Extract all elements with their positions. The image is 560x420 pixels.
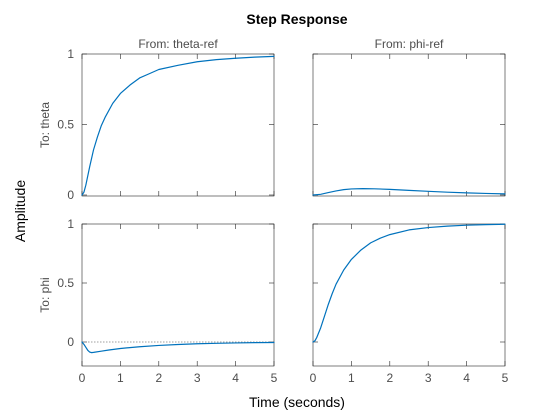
x-tick-label: 5 <box>271 371 278 385</box>
output-label: To: theta <box>38 102 52 148</box>
input-label: From: phi-ref <box>375 37 444 51</box>
x-tick-label: 4 <box>463 371 470 385</box>
figure-title: Step Response <box>246 11 347 27</box>
x-tick-label: 2 <box>155 371 162 385</box>
step-response-line <box>81 55 275 196</box>
x-tick-label: 2 <box>386 371 393 385</box>
y-tick-label: 0.5 <box>57 276 74 290</box>
step-response-line <box>81 341 275 354</box>
y-tick-label: 1 <box>67 217 74 231</box>
step-response-line <box>312 188 506 196</box>
y-tick-label: 0.5 <box>57 118 74 132</box>
axes-box <box>312 223 506 367</box>
input-label: From: theta-ref <box>138 37 218 51</box>
x-tick-label: 4 <box>232 371 239 385</box>
subplot-grid: 0 0.5 1 From: theta-ref To: theta From: phi-r… <box>38 37 509 385</box>
subplot-r2c2: 0 1 2 3 4 5 <box>310 223 509 385</box>
y-tick-label: 0 <box>67 335 74 349</box>
output-label: To: phi <box>38 277 52 312</box>
y-tick-label: 0 <box>67 188 74 202</box>
x-tick-label: 0 <box>310 371 317 385</box>
y-tick-label: 1 <box>67 47 74 61</box>
x-tick-label: 3 <box>425 371 432 385</box>
subplot-r2c1: 0 0.5 1 0 1 2 3 4 5 To: phi <box>38 217 278 385</box>
x-tick-label: 3 <box>194 371 201 385</box>
subplot-r1c2: From: phi-ref <box>312 37 506 197</box>
x-tick-label: 5 <box>502 371 509 385</box>
axes-box <box>312 53 506 197</box>
subplot-r1c1: 0 0.5 1 From: theta-ref To: theta <box>38 37 275 202</box>
x-tick-label: 1 <box>117 371 124 385</box>
axes-box <box>81 53 275 197</box>
x-axis-label: Time (seconds) <box>249 394 345 410</box>
x-tick-label: 1 <box>348 371 355 385</box>
x-tick-label: 0 <box>79 371 86 385</box>
axes-box <box>81 223 275 367</box>
y-axis-label: Amplitude <box>12 180 28 242</box>
step-response-line <box>312 223 506 343</box>
